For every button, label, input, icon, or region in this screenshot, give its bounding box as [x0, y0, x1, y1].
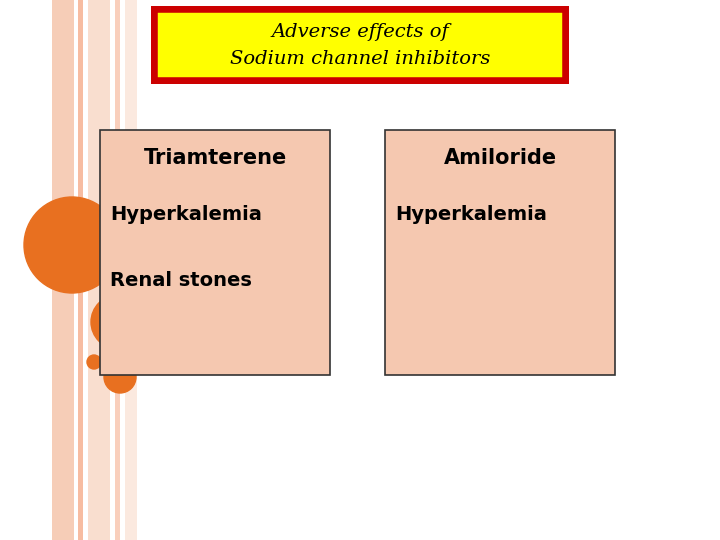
- Bar: [52, 0, 74, 540]
- Bar: [88, 0, 110, 540]
- Text: Hyperkalemia: Hyperkalemia: [110, 206, 262, 225]
- Circle shape: [87, 355, 101, 369]
- Bar: [78, 0, 83, 540]
- Bar: [125, 0, 137, 540]
- FancyBboxPatch shape: [100, 130, 330, 375]
- Text: Renal stones: Renal stones: [110, 271, 252, 289]
- Circle shape: [24, 197, 120, 293]
- FancyBboxPatch shape: [151, 6, 569, 84]
- Text: Sodium channel inhibitors: Sodium channel inhibitors: [230, 50, 490, 68]
- Bar: [115, 0, 120, 540]
- Text: Amiloride: Amiloride: [444, 148, 557, 168]
- Text: Adverse effects of: Adverse effects of: [271, 23, 449, 42]
- Circle shape: [91, 295, 145, 349]
- FancyBboxPatch shape: [155, 10, 565, 80]
- Text: Triamterene: Triamterene: [143, 148, 287, 168]
- Text: Hyperkalemia: Hyperkalemia: [395, 206, 547, 225]
- Circle shape: [104, 361, 136, 393]
- FancyBboxPatch shape: [385, 130, 615, 375]
